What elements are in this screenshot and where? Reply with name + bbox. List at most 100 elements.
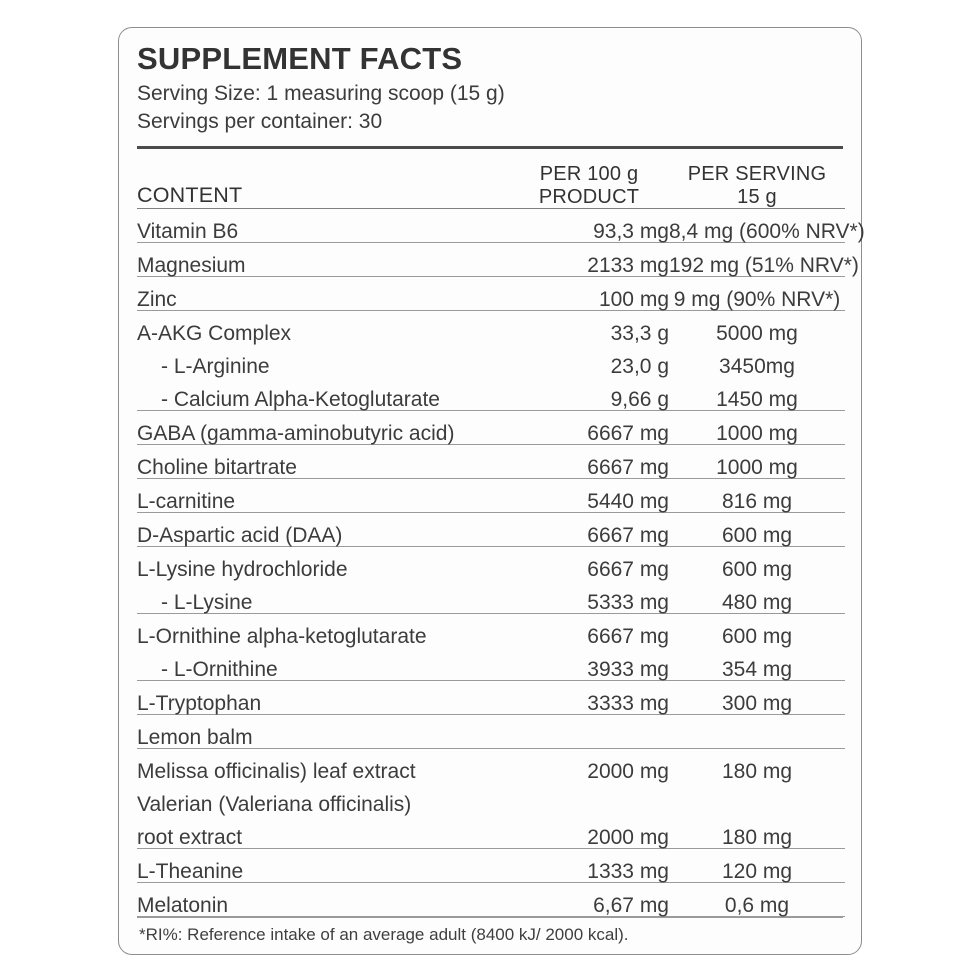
per-serving-value: 5000 mg — [716, 322, 798, 346]
per-100g-value: 6667 mg — [587, 558, 669, 582]
per-100g-value: 100 mg — [598, 288, 669, 312]
column-header-row: CONTENT PER 100 g PRODUCT PER SERVING 15… — [137, 163, 845, 209]
table-row: Melatonin 6,67 mg 0,6 mg — [137, 883, 845, 917]
table-row: A-AKG Complex 33,3 g 5000 mg — [137, 311, 845, 344]
ingredient-name: L-Ornithine alpha-ketoglutarate — [137, 625, 427, 649]
spacer-cell-serving — [669, 149, 845, 163]
per-serving-value — [669, 715, 845, 749]
table-row: L-Ornithine alpha-ketoglutarate 6667 mg 60… — [137, 614, 845, 647]
ingredient-name: - Calcium Alpha-Ketoglutarate — [161, 388, 440, 412]
per-100g-value: 5440 mg — [587, 490, 669, 514]
row-divider — [137, 410, 845, 412]
table-row: - L-Lysine 5333 mg 480 mg — [137, 580, 845, 614]
row-divider-cell — [137, 242, 845, 244]
per-serving-value: 600 mg — [721, 625, 793, 649]
row-divider — [137, 882, 845, 884]
per-100g-value: 2133 mg — [587, 254, 669, 278]
header-spacer-row — [137, 149, 845, 163]
row-divider-cell — [137, 276, 845, 278]
row-divider — [137, 242, 845, 244]
ingredient-name: GABA (gamma-aminobutyric acid) — [137, 422, 455, 446]
ingredient-name: - L-Ornithine — [161, 658, 278, 682]
per-serving-value: 180 mg — [721, 760, 793, 784]
per-serving-value: 120 mg — [721, 860, 793, 884]
table-row: D-Aspartic acid (DAA) 6667 mg 600 mg — [137, 513, 845, 547]
per-serving-value: 192 mg (51% NRV*) — [669, 254, 859, 278]
row-divider-cell — [137, 546, 845, 548]
row-divider — [137, 546, 845, 548]
row-divider-cell — [137, 410, 845, 412]
column-header-divider-cell — [137, 208, 845, 210]
per-serving-value: 3450mg — [719, 355, 795, 379]
row-divider-cell — [137, 882, 845, 884]
per-serving-line1: PER SERVING — [687, 162, 827, 185]
table-row: root extract 2000 mg 180 mg — [137, 815, 845, 849]
per-100g-value: 6667 mg — [587, 524, 669, 548]
table-row: L-carnitine 5440 mg 816 mg — [137, 479, 845, 513]
per-serving-value: 9 mg (90% NRV*) — [673, 288, 841, 312]
row-divider-cell — [137, 478, 845, 480]
row-divider-cell — [137, 310, 845, 312]
spacer-cell-per100 — [509, 149, 669, 163]
table-body: Vitamin B6 93,3 mg 8,4 mg (600% NRV*) Magne… — [137, 209, 865, 918]
per-serving-value: 0,6 mg — [724, 894, 790, 918]
row-divider — [137, 848, 845, 850]
table-row: - Calcium Alpha-Ketoglutarate 9,66 g 1450 … — [137, 377, 845, 411]
serving-size-text: Serving Size: 1 measuring scoop (15 g) — [137, 81, 505, 105]
row-divider — [137, 512, 845, 514]
footnote-text: *RI%: Reference intake of an average adu… — [139, 925, 629, 945]
row-divider — [137, 680, 845, 682]
row-divider-cell — [137, 748, 845, 750]
table-row: Zinc 100 mg 9 mg (90% NRV*) — [137, 277, 845, 311]
table-header: CONTENT PER 100 g PRODUCT PER SERVING 15… — [137, 149, 845, 210]
table-row: Melissa officinalis) leaf extract 2000 mg… — [137, 749, 845, 782]
per-100g-value: 5333 mg — [587, 591, 669, 615]
per-100g-value: 3933 mg — [587, 658, 669, 682]
per-serving-value: 354 mg — [721, 658, 793, 682]
per-serving-value: 300 mg — [721, 692, 793, 716]
row-divider — [137, 444, 845, 446]
per-100g-value: 3333 mg — [587, 692, 669, 716]
column-header-content: CONTENT — [137, 183, 243, 208]
per-serving-value: 1000 mg — [716, 456, 798, 480]
servings-per-container-text: Servings per container: 30 — [137, 110, 383, 134]
row-divider — [137, 276, 845, 278]
per-serving-value — [669, 782, 845, 815]
row-divider — [137, 310, 845, 312]
footnote-divider — [137, 917, 843, 919]
per-serving-value: 600 mg — [721, 524, 793, 548]
header-divider — [137, 145, 843, 149]
column-header-divider — [137, 208, 845, 210]
ingredient-name: L-Tryptophan — [137, 692, 262, 716]
row-divider-cell — [137, 916, 845, 918]
per-100g-value: 2000 mg — [587, 760, 669, 784]
column-header-per-100g: PER 100 g PRODUCT — [509, 163, 669, 209]
table-row: GABA (gamma-aminobutyric acid) 6667 mg 100… — [137, 411, 845, 445]
ingredient-name: Vitamin B6 — [137, 220, 239, 244]
per-100g-value: 9,66 g — [610, 388, 669, 412]
ingredient-name: Zinc — [137, 288, 177, 312]
per-100g-line2: PRODUCT — [538, 185, 640, 208]
ingredient-name: Magnesium — [137, 254, 246, 278]
ingredient-name: Melissa officinalis) leaf extract — [137, 760, 416, 784]
per-100g-value: 1333 mg — [587, 860, 669, 884]
ingredient-name: A-AKG Complex — [137, 322, 292, 346]
row-divider-cell — [137, 613, 845, 615]
table-row: Lemon balm — [137, 715, 845, 749]
ingredient-name: - L-Lysine — [161, 591, 253, 615]
ingredient-name: L-Lysine hydrochloride — [137, 558, 348, 582]
table-row: Vitamin B6 93,3 mg 8,4 mg (600% NRV*) — [137, 209, 865, 244]
table-row: Magnesium 2133 mg 192 mg (51% NRV*) — [137, 243, 859, 278]
row-divider-cell — [137, 512, 845, 514]
row-divider — [137, 748, 845, 750]
row-divider — [137, 916, 845, 918]
ingredient-name: L-Theanine — [137, 860, 244, 884]
ingredient-name: Choline bitartrate — [137, 456, 297, 480]
per-serving-value: 480 mg — [721, 591, 793, 615]
per-100g-value: 23,0 g — [610, 355, 669, 379]
per-100g-line1: PER 100 g — [539, 162, 639, 185]
row-divider — [137, 478, 845, 480]
per-100g-value: 6667 mg — [587, 456, 669, 480]
per-serving-value: 1000 mg — [716, 422, 798, 446]
spacer-cell-name — [137, 149, 509, 163]
